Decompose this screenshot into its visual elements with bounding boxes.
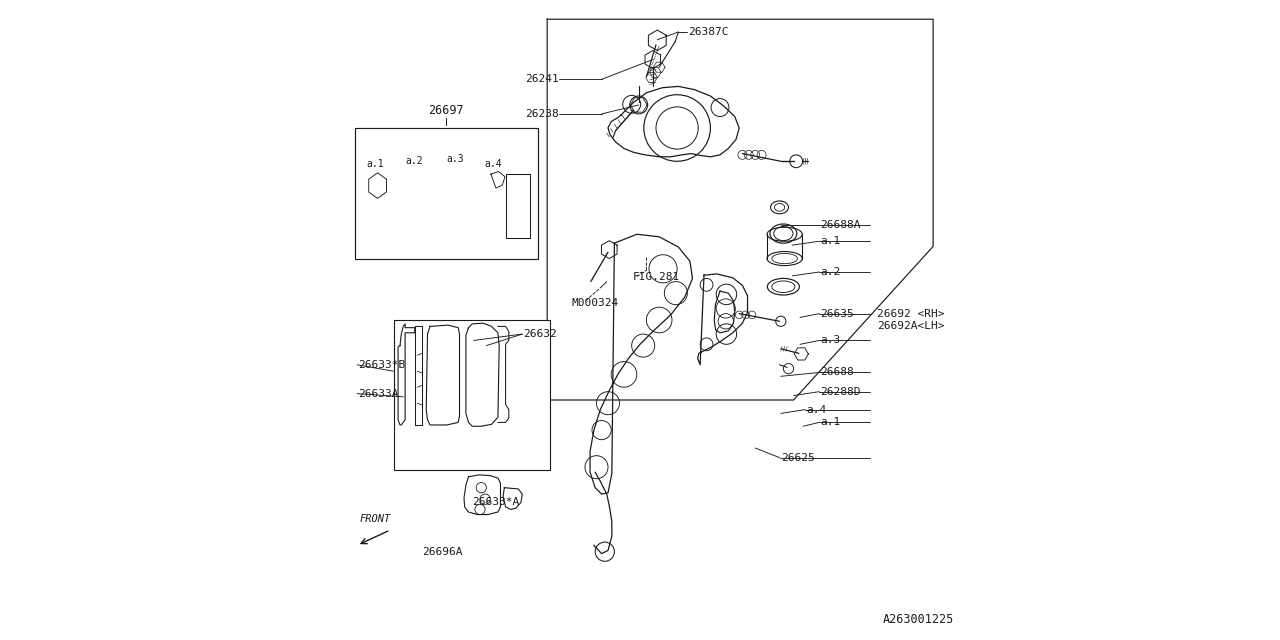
Text: a.1: a.1 (820, 417, 841, 428)
Bar (394, 320, 550, 470)
Text: A263001225: A263001225 (882, 613, 954, 626)
Text: 26692 <RH>: 26692 <RH> (877, 308, 945, 319)
Text: 26633*A: 26633*A (472, 497, 520, 508)
Text: 26635: 26635 (820, 308, 854, 319)
Text: FRONT: FRONT (360, 513, 390, 524)
Text: a.1: a.1 (367, 159, 384, 170)
Text: 26696A: 26696A (422, 547, 463, 557)
Bar (506, 174, 530, 238)
Text: 26238: 26238 (526, 109, 559, 119)
Text: 26633*B: 26633*B (358, 360, 406, 370)
Text: M000324: M000324 (571, 298, 618, 308)
Text: 26241: 26241 (526, 74, 559, 84)
Text: a.4: a.4 (806, 404, 827, 415)
Text: 26633A: 26633A (358, 388, 399, 399)
Bar (356, 128, 538, 259)
Text: a.3: a.3 (820, 335, 841, 346)
Text: FIG.281: FIG.281 (632, 272, 680, 282)
Text: a.3: a.3 (447, 154, 463, 164)
Text: 26688A: 26688A (820, 220, 861, 230)
Text: a.1: a.1 (820, 236, 841, 246)
Text: 26387C: 26387C (689, 27, 728, 37)
Text: 26697: 26697 (429, 104, 463, 117)
Text: 26688: 26688 (820, 367, 854, 378)
Text: a.2: a.2 (820, 267, 841, 277)
Text: 26625: 26625 (781, 452, 814, 463)
Text: a.2: a.2 (406, 156, 422, 166)
Text: 26288D: 26288D (820, 387, 861, 397)
Text: a.4: a.4 (484, 159, 502, 169)
Text: 26692A<LH>: 26692A<LH> (877, 321, 945, 332)
Text: 26632: 26632 (524, 329, 557, 339)
